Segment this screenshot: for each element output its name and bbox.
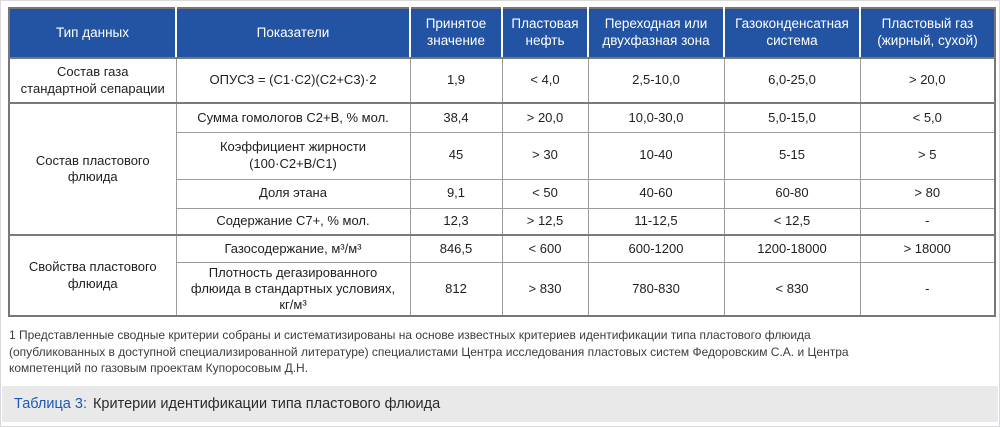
- value-cell: -: [859, 207, 996, 236]
- table-caption-bar: Таблица 3: Критерии идентификации типа п…: [2, 386, 998, 422]
- value-cell: 600-1200: [587, 234, 725, 263]
- value-cell: 12,3: [409, 207, 503, 236]
- value-cell: 780-830: [587, 261, 725, 317]
- header-data-type: Тип данных: [8, 8, 177, 59]
- value-cell: < 5,0: [859, 102, 996, 133]
- header-row: Тип данных Показатели Принятое значение …: [8, 8, 996, 59]
- value-cell: 1200-18000: [723, 234, 861, 263]
- value-cell: > 5: [859, 131, 996, 180]
- value-cell: < 12,5: [723, 207, 861, 236]
- indicator-cell: Газосодержание, м³/м³: [175, 234, 411, 263]
- value-cell: < 830: [723, 261, 861, 317]
- value-cell: 40-60: [587, 178, 725, 209]
- header-gas-condensate: Газоконденсатная система: [723, 8, 861, 59]
- value-cell: 5,0-15,0: [723, 102, 861, 133]
- value-cell: > 80: [859, 178, 996, 209]
- value-cell: 38,4: [409, 102, 503, 133]
- table-row: Плотность дегазированного флюида в станд…: [9, 261, 996, 317]
- value-cell: > 20,0: [859, 57, 996, 104]
- value-cell: 812: [409, 261, 503, 317]
- indicator-cell: Сумма гомологов С2+В, % мол.: [175, 102, 411, 133]
- header-transition-zone: Переходная или двухфазная зона: [587, 8, 725, 59]
- value-cell: 1,9: [409, 57, 503, 104]
- header-reservoir-gas: Пластовый газ (жирный, сухой): [859, 8, 996, 59]
- group-type-cell: Состав газа стандартной сепарации: [8, 57, 177, 104]
- fluid-criteria-table: Тип данных Показатели Принятое значение …: [8, 7, 996, 318]
- indicator-cell: Плотность дегазированного флюида в станд…: [175, 261, 411, 317]
- table-row: Состав газа стандартной сепарации ОПУСЗ …: [8, 57, 996, 104]
- table-row: Доля этана 9,1 < 50 40-60 60-80 > 80: [9, 178, 996, 209]
- table-caption-label: Таблица 3:: [14, 396, 87, 412]
- value-cell: > 30: [501, 131, 589, 180]
- indicator-cell: Содержание С7+, % мол.: [175, 207, 411, 236]
- group-type-cell: Состав пластового флюида: [8, 102, 177, 236]
- value-cell: < 4,0: [501, 57, 589, 104]
- table-row: Состав пластового флюида Сумма гомологов…: [8, 102, 996, 236]
- table-caption-text: Критерии идентификации типа пластового ф…: [92, 396, 441, 412]
- value-cell: < 50: [501, 178, 589, 209]
- value-cell: 11-12,5: [587, 207, 725, 236]
- value-cell: 45: [409, 131, 503, 180]
- value-cell: 6,0-25,0: [723, 57, 861, 104]
- value-cell: > 830: [501, 261, 589, 317]
- header-indicators: Показатели: [175, 8, 411, 59]
- value-cell: 10-40: [587, 131, 725, 180]
- value-cell: 2,5-10,0: [587, 57, 725, 104]
- value-cell: 10,0-30,0: [587, 102, 725, 133]
- table-row: Содержание С7+, % мол. 12,3 > 12,5 11-12…: [9, 207, 996, 236]
- indicator-cell: Коэффициент жирности (100·С2+В/С1): [175, 131, 411, 180]
- value-cell: 9,1: [409, 178, 503, 209]
- footnote: 1 Представленные сводные критерии собран…: [9, 328, 849, 376]
- table-row: Коэффициент жирности (100·С2+В/С1) 45 > …: [9, 131, 996, 180]
- value-cell: 846,5: [409, 234, 503, 263]
- group-type-cell: Свойства пластового флюида: [8, 233, 177, 317]
- value-cell: > 18000: [859, 234, 996, 263]
- value-cell: 5-15: [723, 131, 861, 180]
- indicator-cell: ОПУСЗ = (С1·С2)(С2+С3)·2: [175, 57, 411, 104]
- header-accepted-value: Принятое значение: [409, 8, 503, 59]
- value-cell: < 600: [501, 234, 589, 263]
- value-cell: 60-80: [723, 178, 861, 209]
- value-cell: -: [859, 261, 996, 317]
- value-cell: > 12,5: [501, 207, 589, 236]
- table-row: Свойства пластового флюида Газосодержани…: [8, 233, 996, 317]
- indicator-cell: Доля этана: [175, 178, 411, 209]
- header-reservoir-oil: Пластовая нефть: [501, 8, 589, 59]
- value-cell: > 20,0: [501, 102, 589, 133]
